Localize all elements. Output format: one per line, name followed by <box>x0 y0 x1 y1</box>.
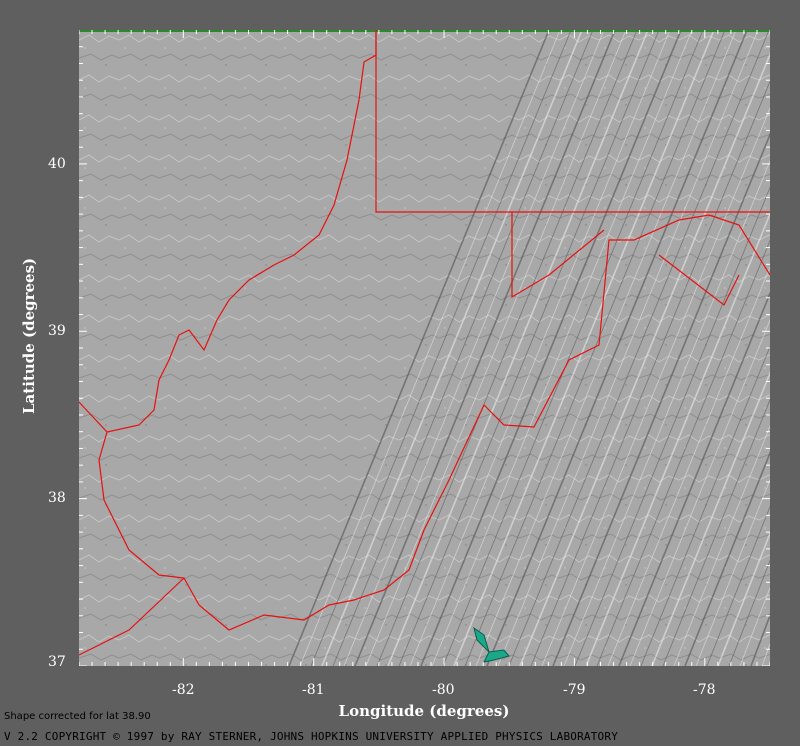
ridge-line <box>431 30 693 666</box>
ridge-line <box>519 52 770 666</box>
ridge-line <box>673 425 770 666</box>
ridge-line <box>420 30 682 666</box>
virginia-line <box>658 254 740 306</box>
ridge-line <box>739 586 770 666</box>
ridge-line <box>695 478 770 666</box>
state-borders <box>79 30 770 656</box>
ridge-line <box>442 30 704 666</box>
ridge-line <box>464 30 726 666</box>
ridge-line <box>541 107 770 666</box>
ridge-line <box>662 398 770 666</box>
ridge-line <box>750 613 770 666</box>
ridge-line <box>574 186 770 666</box>
ridge-line <box>530 80 770 666</box>
y-tick-label: 37 <box>48 654 66 670</box>
ridge-line <box>651 371 770 666</box>
x-tick-label: -81 <box>302 682 325 698</box>
ridge-line <box>486 30 748 666</box>
y-axis-title: Latitude (degrees) <box>20 257 38 414</box>
ridge-line <box>618 291 770 666</box>
ridge-line <box>343 30 605 666</box>
maryland-line <box>511 212 605 299</box>
ridge-line <box>299 30 561 666</box>
x-tick-label: -80 <box>432 682 455 698</box>
copyright-notice: V 2.2 COPYRIGHT © 1997 by RAY STERNER, J… <box>4 730 619 743</box>
ridge-line <box>387 30 649 666</box>
west-virginia-border <box>98 30 770 631</box>
ridge-line <box>596 239 770 666</box>
ridge-line <box>354 30 616 666</box>
x-axis-title: Longitude (degrees) <box>338 702 510 720</box>
kentucky-line <box>79 401 185 656</box>
y-tick-label: 38 <box>48 490 66 506</box>
pennsylvania-line <box>375 30 770 213</box>
relief-map[interactable] <box>79 30 770 666</box>
ridge-line <box>585 211 770 666</box>
ridge-line <box>717 531 770 666</box>
y-tick-label: 39 <box>48 323 66 339</box>
ridge-line <box>321 30 583 666</box>
ridge-line <box>409 30 671 666</box>
axis-ticks <box>79 30 770 666</box>
ridge-line <box>332 30 594 666</box>
ridge-line <box>706 505 770 666</box>
ridge-line <box>508 30 770 666</box>
appalachian-ridges <box>288 30 770 666</box>
ridge-line <box>398 30 660 666</box>
x-tick-label: -82 <box>172 682 195 698</box>
ridge-line <box>607 265 770 666</box>
ridge-line <box>376 30 638 666</box>
shape-correction-note: Shape corrected for lat 38.90 <box>4 711 151 722</box>
ridge-line <box>684 450 770 666</box>
ridge-line <box>563 160 770 666</box>
ridge-line <box>552 132 770 666</box>
y-tick-label: 40 <box>48 156 66 172</box>
ridge-line <box>310 30 572 666</box>
x-tick-label: -78 <box>693 682 716 698</box>
ridge-line <box>453 30 715 666</box>
ridge-line <box>629 318 770 666</box>
ridge-line <box>640 345 770 666</box>
ridge-line <box>475 30 737 666</box>
ridge-line <box>365 30 627 666</box>
relief-map-canvas <box>79 30 770 666</box>
lake-shape <box>473 626 510 663</box>
terrain-background <box>79 30 770 666</box>
ridge-line <box>728 559 770 666</box>
x-tick-label: -79 <box>563 682 586 698</box>
ridge-line <box>497 30 759 666</box>
ridge-line <box>288 30 550 666</box>
